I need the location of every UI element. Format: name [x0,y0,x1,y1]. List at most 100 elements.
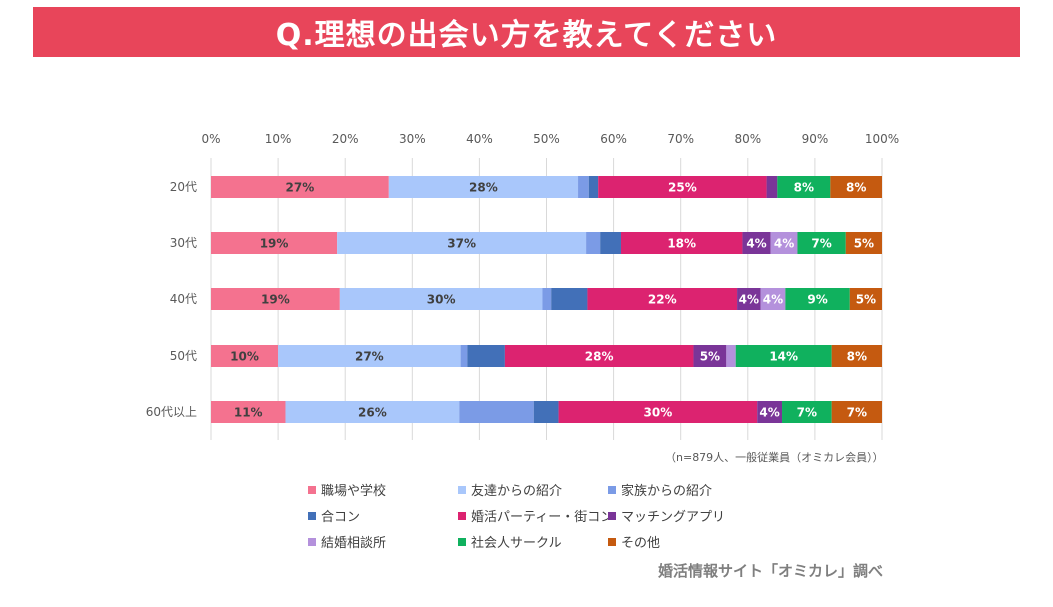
bar-segment [542,288,552,310]
category-label: 60代以上 [146,405,197,419]
bar-segment [760,288,786,310]
x-tick-label: 10% [265,132,292,146]
data-label: 27% [355,350,384,364]
bar-segment [620,232,743,254]
source-credit: 婚活情報サイト「オミカレ」調べ [657,562,883,580]
data-label: 26% [358,406,387,420]
legend-item: 友達からの紹介 [458,480,562,499]
data-label: 4% [774,237,794,251]
legend-swatch [308,485,316,494]
bar-segment [533,401,559,423]
data-label: 28% [585,350,614,364]
x-tick-label: 40% [466,132,493,146]
data-label: 28% [469,181,498,195]
data-label: 11% [234,406,263,420]
bar-segment [785,288,850,310]
legend-item: 結婚相談所 [308,532,386,551]
bar-segment [211,345,279,367]
x-tick-label: 70% [667,132,694,146]
bar-segment [757,401,783,423]
data-label: 5% [700,350,720,364]
legend-swatch [308,537,316,546]
x-tick-label: 100% [865,132,899,146]
bar-segment [600,232,621,254]
data-label: 7% [847,406,867,420]
data-label: 10% [230,350,259,364]
data-label: 9% [807,293,827,307]
page-title: Q.理想の出会い方を教えてください [275,18,778,53]
data-label: 27% [286,181,315,195]
x-tick-label: 60% [600,132,627,146]
data-label: 19% [260,237,289,251]
x-tick-label: 30% [399,132,426,146]
data-label: 8% [794,181,814,195]
x-tick-label: 20% [332,132,359,146]
x-tick-label: 80% [734,132,761,146]
legend-swatch [458,485,466,494]
bar-segment [586,232,601,254]
legend-label: 合コン [321,510,361,525]
bar-segment [849,288,882,310]
bar-segment [830,176,882,198]
sample-note: （n=879人、一般従業員（オミカレ会員）） [665,451,884,464]
legend-item: 婚活パーティー・街コン [458,506,613,525]
bar-segment [693,345,727,367]
x-tick-label: 90% [802,132,829,146]
legend-label: 友達からの紹介 [471,484,563,499]
legend-item: マッチングアプリ [608,506,725,525]
bar-segment [588,176,599,198]
legend-swatch [458,537,466,546]
data-label: 30% [427,293,456,307]
bar-segment [735,345,832,367]
data-label: 37% [447,237,476,251]
data-label: 7% [797,406,817,420]
data-label: 4% [739,293,759,307]
bar-segment [726,345,736,367]
category-label: 20代 [170,180,197,194]
legend-item: 職場や学校 [308,480,386,499]
x-tick-label: 50% [533,132,560,146]
data-label: 4% [763,293,783,307]
bar-segment [339,288,543,310]
data-label: 5% [856,293,876,307]
legend-swatch [608,511,616,520]
data-label: 18% [667,237,696,251]
bar-segment [278,345,461,367]
bar-segment [777,176,831,198]
bar-segment [551,288,588,310]
legend-swatch [458,511,466,520]
bar-segment [337,232,587,254]
data-label: 22% [648,293,677,307]
data-label: 8% [846,181,866,195]
bar-segment [587,288,738,310]
bar-segment [578,176,589,198]
data-label: 19% [261,293,290,307]
bar-segment [737,288,761,310]
bar-segment [388,176,579,198]
data-label: 4% [746,237,766,251]
bar-segment [558,401,758,423]
legend-label: 社会人サークル [471,536,562,551]
bar-segment [782,401,832,423]
data-label: 8% [847,350,867,364]
legend-label: 職場や学校 [321,484,387,499]
legend-swatch [608,485,616,494]
bar-segment [459,401,534,423]
bar-segment [467,345,505,367]
data-label: 5% [854,237,874,251]
bar-segment [770,232,798,254]
bar-segment [211,232,338,254]
data-label: 7% [811,237,831,251]
bar-segment [845,232,882,254]
bar-segment [766,176,778,198]
bar-segment [460,345,468,367]
bar-segment [504,345,694,367]
legend-swatch [308,511,316,520]
category-label: 50代 [170,349,197,363]
bar-segment [285,401,460,423]
legend-label: 婚活パーティー・街コン [471,510,614,525]
bar-segment [211,288,340,310]
legend-item: 社会人サークル [458,532,562,551]
category-label: 30代 [170,236,197,250]
stacked-bar-chart: 0% 10% 20% 30% 40% 50% 60% 70% 80% 90% 100% 20代 30代 4… [146,132,899,440]
